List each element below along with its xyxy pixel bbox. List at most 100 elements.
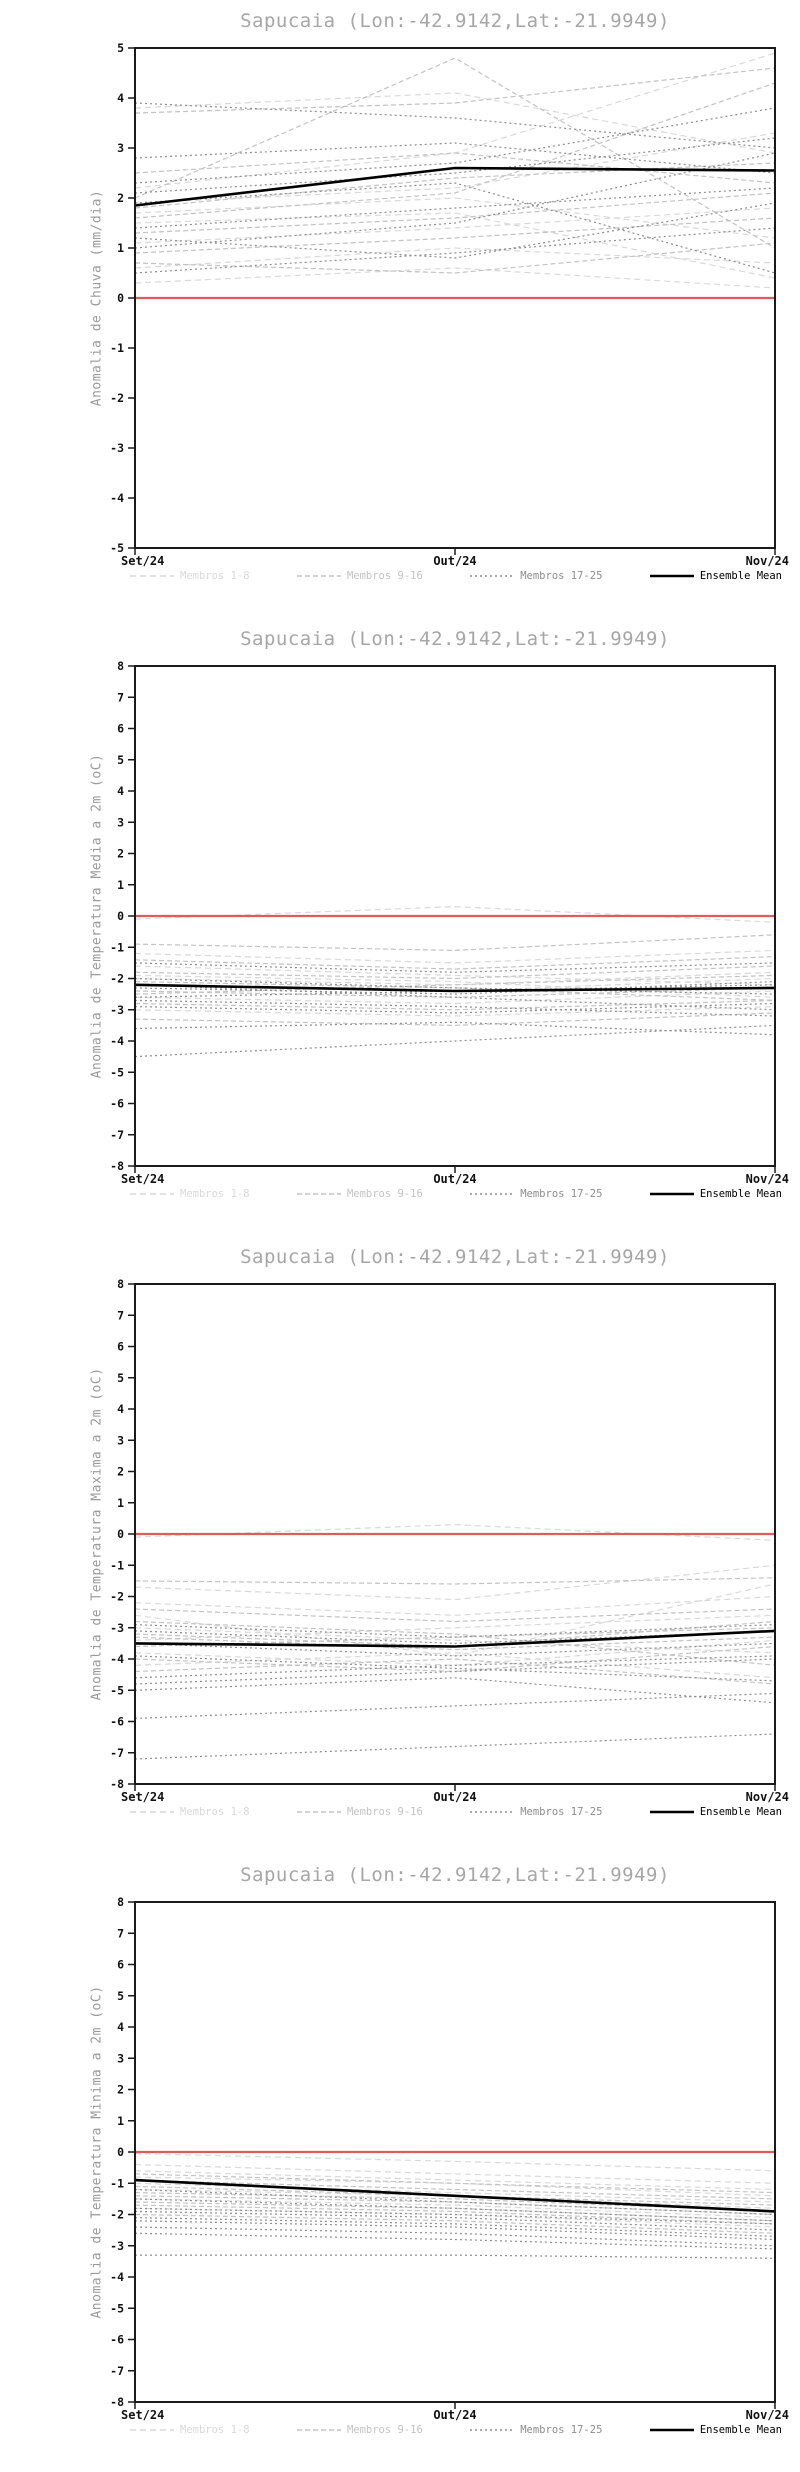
y-tick-label: 3: [117, 141, 124, 155]
member-line: [134, 2220, 776, 2241]
member-line: [134, 2153, 776, 2172]
legend-item: Membros 17-25: [470, 570, 602, 582]
member-line: [134, 2217, 776, 2237]
y-tick-label: -4: [110, 2270, 124, 2284]
x-tick-label: Set/24: [121, 2408, 164, 2422]
member-line: [134, 2232, 776, 2250]
member-line: [134, 187, 776, 229]
y-tick-label: 0: [117, 291, 124, 305]
member-line: [134, 267, 776, 289]
member-line: [134, 2188, 776, 2216]
y-tick-label: 3: [117, 815, 124, 829]
member-line: [134, 212, 776, 279]
member-line: [134, 990, 776, 1005]
y-tick-label: 2: [117, 1465, 124, 1479]
member-line: [134, 1523, 776, 1541]
member-line: [134, 1658, 776, 1685]
y-tick-label: -2: [110, 1590, 124, 1604]
y-tick-label: 6: [117, 1340, 124, 1354]
legend-label: Ensemble Mean: [699, 1188, 782, 1200]
chart-canvas: -8 -7 -6 -5 -4 -3 -2 -1 0 1 2 3 4 5 6 7 8 Set/24 Out/24 Nov…: [110, 659, 789, 1186]
x-tick-label: Nov/24: [746, 1172, 789, 1186]
chart-title: Sapucaia (Lon:-42.9142,Lat:-21.9949): [240, 10, 670, 32]
legend-item: Membros 9-16: [296, 1188, 423, 1200]
y-tick-label: 5: [117, 1371, 124, 1385]
member-line: [134, 984, 776, 1011]
member-line: [134, 1595, 776, 1616]
member-line: [134, 202, 776, 259]
member-line: [134, 132, 776, 204]
member-line: [134, 981, 776, 995]
chart-panel-max-temp-anomaly: Sapucaia (Lon:-42.9142,Lat:-21.9949) Ano…: [0, 1236, 800, 1854]
x-tick-label: Set/24: [121, 554, 164, 568]
y-tick-label: -6: [110, 1715, 124, 1729]
member-line: [134, 1564, 776, 1601]
member-line: [134, 1021, 776, 1036]
member-line: [134, 1677, 776, 1704]
legend-item: Membros 9-16: [296, 570, 423, 582]
y-tick-label: -1: [110, 2176, 124, 2190]
member-line: [134, 2226, 776, 2247]
member-line: [134, 142, 776, 174]
member-line: [134, 137, 776, 194]
y-tick-label: 8: [117, 659, 124, 673]
member-line: [134, 1614, 776, 1641]
legend-line-swatch-icon: [649, 1192, 694, 1196]
x-tick-label: Set/24: [121, 1172, 164, 1186]
x-tick-label: Nov/24: [746, 554, 789, 568]
y-tick-label: -5: [110, 2301, 124, 2315]
legend-line-swatch-icon: [130, 575, 174, 577]
member-line: [134, 1006, 776, 1017]
member-line: [134, 2207, 776, 2225]
y-tick-label: 8: [117, 1895, 124, 1909]
member-line: [134, 905, 776, 923]
x-tick-label: Nov/24: [746, 2408, 789, 2422]
ensemble-mean-line: [134, 166, 776, 207]
y-tick-label: 7: [117, 1308, 124, 1322]
y-tick-label: 2: [117, 2083, 124, 2097]
y-tick-label: -1: [110, 341, 124, 355]
y-tick-label: 0: [117, 2145, 124, 2159]
member-line: [134, 67, 776, 114]
y-tick-label: -4: [110, 1034, 124, 1048]
legend-item: Membros 1-8: [130, 2424, 250, 2436]
y-tick-label: -5: [110, 1683, 124, 1697]
legend-label: Membros 1-8: [180, 570, 250, 582]
member-line: [134, 999, 776, 1017]
legend-line-swatch-icon: [470, 1193, 515, 1195]
member-line: [134, 2204, 776, 2225]
member-line: [134, 1658, 776, 1685]
y-tick-label: -6: [110, 1097, 124, 1111]
y-tick-label: -5: [110, 1065, 124, 1079]
y-tick-label: 5: [117, 41, 124, 55]
legend-label: Membros 17-25: [520, 2424, 603, 2436]
legend-label: Membros 17-25: [520, 1188, 603, 1200]
y-tick-label: 4: [117, 91, 124, 105]
legend-line-swatch-icon: [130, 1193, 174, 1195]
member-line: [134, 162, 776, 209]
member-line: [134, 1620, 776, 1666]
legend-line-swatch-icon: [649, 2428, 694, 2432]
chart-title: Sapucaia (Lon:-42.9142,Lat:-21.9949): [240, 1246, 670, 1268]
legend-item: Membros 9-16: [296, 1806, 423, 1818]
y-tick-label: 1: [117, 1496, 124, 1510]
y-tick-label: 8: [117, 1277, 124, 1291]
y-tick-label: -1: [110, 940, 124, 954]
y-tick-label: -8: [110, 1159, 124, 1173]
member-line: [134, 2192, 776, 2212]
legend-item: Ensemble Mean: [649, 1188, 782, 1200]
member-line: [134, 2182, 776, 2203]
x-tick-label: Out/24: [433, 554, 476, 568]
y-tick-label: -7: [110, 1746, 124, 1760]
chart-legend: Membros 1-8 Membros 9-16 Membros 17-25 Ense…: [130, 2424, 782, 2436]
legend-label: Ensemble Mean: [699, 570, 782, 582]
chart-legend: Membros 1-8 Membros 9-16 Membros 17-25 Ense…: [130, 1806, 782, 1818]
x-tick-label: Out/24: [433, 1790, 476, 1804]
member-line: [134, 1577, 776, 1585]
x-tick-label: Nov/24: [746, 1790, 789, 1804]
y-tick-label: 4: [117, 1402, 124, 1416]
legend-label: Membros 9-16: [346, 570, 423, 582]
legend-item: Membros 9-16: [296, 2424, 423, 2436]
legend-label: Ensemble Mean: [699, 2424, 782, 2436]
legend-line-swatch-icon: [296, 2429, 341, 2431]
